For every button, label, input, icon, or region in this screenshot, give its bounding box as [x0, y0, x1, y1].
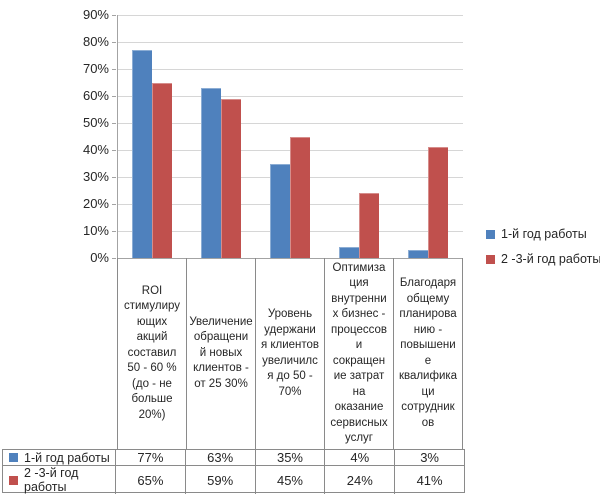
- bar-series1-cat3: [270, 163, 290, 258]
- data-table: 1-й год работы 77% 63% 35% 4% 3% 2 -3-й год ра…: [2, 449, 465, 494]
- y-axis-tick-label: 10%: [82, 223, 109, 238]
- table-value-series1-cat5: 3%: [420, 450, 439, 465]
- gridline: [117, 15, 463, 16]
- bar-series2-cat5: [428, 147, 449, 258]
- y-axis-tick-label: 20%: [82, 196, 109, 211]
- y-axis-line: [117, 15, 118, 258]
- series-name-label: 2 -3-й год работы: [24, 466, 79, 494]
- category-label-2: Увеличение обращени й новых клиентов - о…: [187, 258, 256, 449]
- table-value-series2-cat5: 41%: [416, 472, 443, 488]
- legend-label: 1-й год работы: [501, 227, 587, 241]
- y-axis-tick: [112, 69, 116, 70]
- table-value-series2-cat1: 65%: [116, 466, 186, 494]
- y-axis-tick-label: 90%: [82, 7, 109, 22]
- y-axis-tick: [112, 96, 116, 97]
- legend-key-icon: [9, 475, 18, 485]
- y-axis-tick: [112, 123, 116, 124]
- gridline: [117, 123, 463, 124]
- table-value-series1-cat4: 4%: [325, 450, 396, 465]
- gridline: [117, 69, 463, 70]
- bar-series1-cat1: [131, 50, 152, 258]
- legend-key-icon: [9, 453, 18, 462]
- bar-series2-cat3: [290, 136, 310, 258]
- y-axis-tick: [112, 204, 116, 205]
- table-series-name: 2 -3-й год работы: [3, 466, 116, 494]
- table-row-series1: 1-й год работы 77% 63% 35% 4% 3%: [3, 450, 464, 466]
- table-value-series2-cat4: 24%: [325, 466, 396, 494]
- table-value-series1-cat2: 63%: [186, 450, 256, 465]
- bar-series2-cat1: [151, 82, 172, 258]
- chart-legend: 1-й год работы 2 -3-й год работы: [486, 227, 600, 266]
- table-value-series1-cat1: 77%: [116, 450, 186, 465]
- legend-label: 2 -3-й год работы: [501, 252, 600, 266]
- category-label-3: Уровень удержани я клиентов увеличилс я …: [256, 258, 325, 449]
- legend-key-icon: [486, 229, 495, 239]
- y-axis-tick-label: 30%: [82, 169, 109, 184]
- series-name-label: 1-й год работы: [24, 450, 110, 465]
- legend-key-icon: [486, 254, 495, 264]
- y-axis-tick: [112, 42, 116, 43]
- bar-series1-cat5: [408, 249, 429, 258]
- legend-item-series2: 2 -3-й год работы: [486, 252, 600, 266]
- table-value-series2-cat3: 45%: [256, 466, 326, 494]
- table-series-name: 1-й год работы: [3, 450, 116, 465]
- y-axis-tick-label: 40%: [82, 142, 109, 157]
- category-label-1: ROI стимулиру ющих акций составил 50 - 6…: [118, 258, 187, 449]
- gridline: [117, 42, 463, 43]
- y-axis-tick-label: 60%: [82, 88, 109, 103]
- bar-series2-cat2: [220, 98, 241, 258]
- bar-series1-cat2: [200, 87, 221, 258]
- category-axis-labels: ROI стимулиру ющих акций составил 50 - 6…: [117, 258, 463, 449]
- y-axis-tick: [112, 231, 116, 232]
- legend-item-series1: 1-й год работы: [486, 227, 600, 241]
- y-axis-tick-label: 80%: [82, 34, 109, 49]
- table-value-series1-cat3: 35%: [256, 450, 326, 465]
- y-axis-tick: [112, 15, 116, 16]
- y-axis-tick-label: 70%: [82, 61, 109, 76]
- y-axis-tick: [112, 177, 116, 178]
- bar-series2-cat4: [359, 193, 380, 258]
- category-label-5: Благодаря общему планирова нию - повышен…: [394, 258, 463, 449]
- gridline: [117, 96, 463, 97]
- y-axis-tick-label: 0%: [90, 250, 109, 265]
- y-axis-tick: [112, 150, 116, 151]
- table-row-series2: 2 -3-й год работы 65% 59% 45% 24% 41%: [3, 466, 464, 494]
- x-axis-line: [117, 258, 463, 259]
- category-label-4: Оптимиза ция внутренни х бизнес - процес…: [325, 258, 394, 449]
- bar-series1-cat4: [339, 247, 360, 258]
- table-value-series2-cat2: 59%: [186, 466, 256, 494]
- y-axis-tick: [112, 258, 116, 259]
- y-axis-tick-label: 50%: [82, 115, 109, 130]
